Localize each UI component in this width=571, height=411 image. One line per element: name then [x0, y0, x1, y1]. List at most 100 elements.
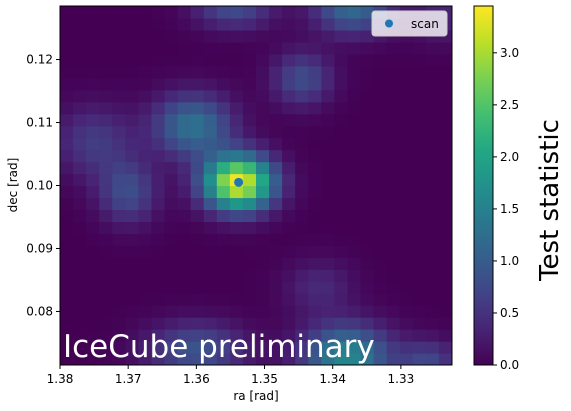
heatmap-cell — [386, 353, 401, 365]
heatmap-cell — [399, 353, 414, 365]
heatmap-cell — [86, 77, 100, 91]
heatmap-cell — [334, 221, 349, 234]
heatmap-cell — [164, 185, 179, 199]
heatmap-cell — [360, 233, 375, 246]
heatmap-cell — [308, 245, 322, 258]
colorbar — [473, 5, 494, 366]
heatmap-cell — [282, 257, 296, 270]
heatmap-cell — [399, 161, 414, 175]
heatmap-cell — [399, 209, 414, 222]
heatmap-cell — [73, 221, 87, 234]
heatmap-cell — [360, 209, 375, 222]
heatmap-cell — [203, 29, 218, 43]
heatmap-cell — [347, 65, 362, 79]
colorbar-label: Test statistic — [535, 119, 565, 282]
heatmap-cell — [438, 53, 452, 67]
heatmap-cell — [386, 101, 401, 115]
y-axis-ticks: 0.08 0.09 0.10 0.11 0.12 — [26, 53, 60, 318]
heatmap-cell — [360, 41, 375, 55]
heatmap-cell — [229, 197, 244, 211]
heatmap-cell — [151, 341, 166, 354]
heatmap-cell — [386, 221, 401, 234]
heatmap-cell — [216, 173, 231, 187]
heatmap-cell — [164, 113, 179, 127]
heatmap-cell — [86, 269, 100, 282]
heatmap-cell — [412, 113, 427, 127]
heatmap-cell — [347, 305, 362, 318]
heatmap-cell — [282, 281, 296, 294]
heatmap-cell — [334, 113, 349, 127]
heatmap-cell — [229, 329, 244, 342]
heatmap-cell — [86, 101, 100, 115]
heatmap-cell — [229, 41, 244, 55]
heatmap-cell — [347, 329, 362, 342]
heatmap-cell — [256, 269, 270, 282]
heatmap-cell — [190, 209, 205, 222]
heatmap-cell — [347, 17, 362, 31]
heatmap-cell — [190, 317, 205, 330]
heatmap-cell — [269, 341, 283, 354]
heatmap-cell — [242, 257, 257, 270]
heatmap-cell — [373, 77, 388, 91]
heatmap-cell — [138, 341, 153, 354]
heatmap-cell — [99, 53, 113, 67]
y-tick-label: 0.08 — [26, 304, 53, 318]
heatmap-cell — [203, 353, 218, 365]
heatmap-cell — [282, 329, 296, 342]
heatmap-cell — [334, 233, 349, 246]
heatmap-cell — [295, 257, 309, 270]
heatmap-cell — [138, 305, 153, 318]
heatmap-cell — [177, 281, 192, 294]
heatmap-cell — [125, 89, 139, 103]
heatmap-cell — [229, 113, 244, 127]
heatmap-cell — [73, 245, 87, 258]
heatmap-cell — [399, 245, 414, 258]
heatmap-cell — [438, 305, 452, 318]
heatmap-cell — [269, 197, 283, 211]
heatmap-cell — [308, 53, 322, 67]
heatmap-cell — [229, 185, 244, 199]
heatmap-cell — [190, 137, 205, 151]
x-tick-label: 1.34 — [319, 372, 346, 386]
heatmap-cell — [412, 161, 427, 175]
heatmap-cell — [386, 89, 401, 103]
heatmap-cell — [216, 185, 231, 199]
heatmap-cell — [125, 65, 139, 79]
heatmap-cell — [412, 41, 427, 55]
heatmap-cell — [256, 6, 270, 19]
heatmap-cell — [308, 41, 322, 55]
heatmap-cell — [164, 353, 179, 365]
heatmap-cell — [295, 209, 309, 222]
heatmap-cell — [125, 281, 139, 294]
heatmap-cell — [334, 101, 349, 115]
heatmap-cell — [242, 329, 257, 342]
heatmap-cell — [242, 161, 257, 175]
heatmap-cell — [321, 221, 335, 234]
heatmap-cell — [86, 245, 100, 258]
heatmap-cell — [177, 137, 192, 151]
legend-scan-marker — [385, 19, 393, 28]
heatmap-cell — [73, 149, 87, 163]
heatmap-cell — [438, 173, 452, 187]
heatmap-cell — [347, 245, 362, 258]
heatmap-cell — [60, 137, 74, 151]
heatmap-cell — [86, 113, 100, 127]
heatmap-cell — [347, 233, 362, 246]
heatmap-cell — [360, 161, 375, 175]
heatmap-cell — [373, 197, 388, 211]
heatmap-cell — [295, 281, 309, 294]
heatmap-cell — [138, 317, 153, 330]
heatmap-cell — [321, 173, 335, 187]
heatmap-cell — [190, 185, 205, 199]
heatmap-cell — [242, 317, 257, 330]
heatmap-cell — [256, 317, 270, 330]
heatmap-cell — [308, 341, 322, 354]
heatmap-cell — [438, 149, 452, 163]
heatmap-cell — [177, 305, 192, 318]
heatmap-cell — [177, 269, 192, 282]
heatmap-cell — [269, 161, 283, 175]
heatmap-cell — [373, 89, 388, 103]
heatmap-cell — [399, 149, 414, 163]
heatmap-cell — [425, 185, 440, 199]
heatmap-cell — [334, 89, 349, 103]
